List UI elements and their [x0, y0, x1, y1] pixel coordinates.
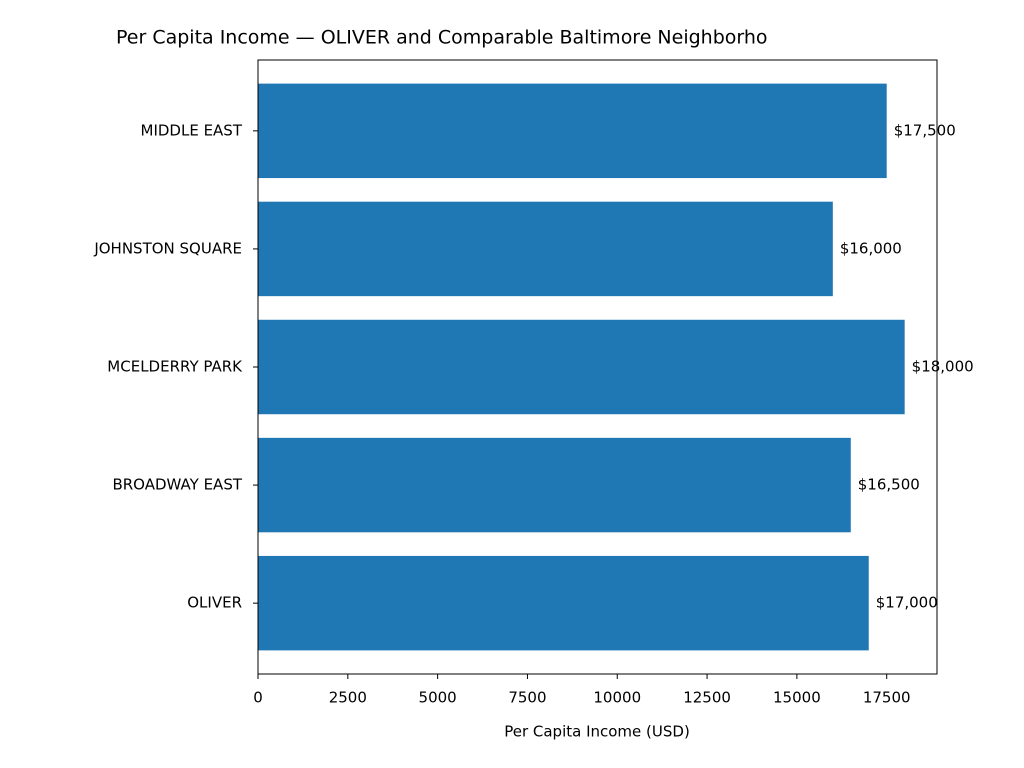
value-label: $17,500 [894, 121, 956, 139]
value-label: $18,000 [912, 358, 974, 376]
y-tick-label: MIDDLE EAST [141, 121, 243, 139]
bar [258, 83, 887, 179]
bar [258, 319, 905, 415]
x-tick-label: 10000 [593, 689, 641, 707]
bar [258, 555, 869, 651]
value-label: $16,500 [858, 476, 920, 494]
bar [258, 201, 833, 297]
value-label: $16,000 [840, 239, 902, 257]
bar [258, 437, 851, 533]
chart-title: Per Capita Income — OLIVER and Comparabl… [116, 27, 768, 49]
x-tick-label: 17500 [863, 689, 911, 707]
y-tick-label: BROADWAY EAST [112, 476, 242, 494]
x-tick-label: 12500 [683, 689, 731, 707]
y-tick-label: MCELDERRY PARK [107, 358, 243, 376]
value-label: $17,000 [876, 594, 938, 612]
x-axis-label: Per Capita Income (USD) [504, 723, 690, 741]
plot-frame [257, 59, 938, 675]
x-tick-label: 7500 [508, 689, 546, 707]
x-tick-label: 15000 [773, 689, 821, 707]
y-tick-label: JOHNSTON SQUARE [93, 239, 242, 257]
x-tick-label: 0 [253, 689, 263, 707]
x-tick-label: 2500 [329, 689, 367, 707]
y-tick-label: OLIVER [187, 594, 242, 612]
x-tick-label: 5000 [419, 689, 457, 707]
